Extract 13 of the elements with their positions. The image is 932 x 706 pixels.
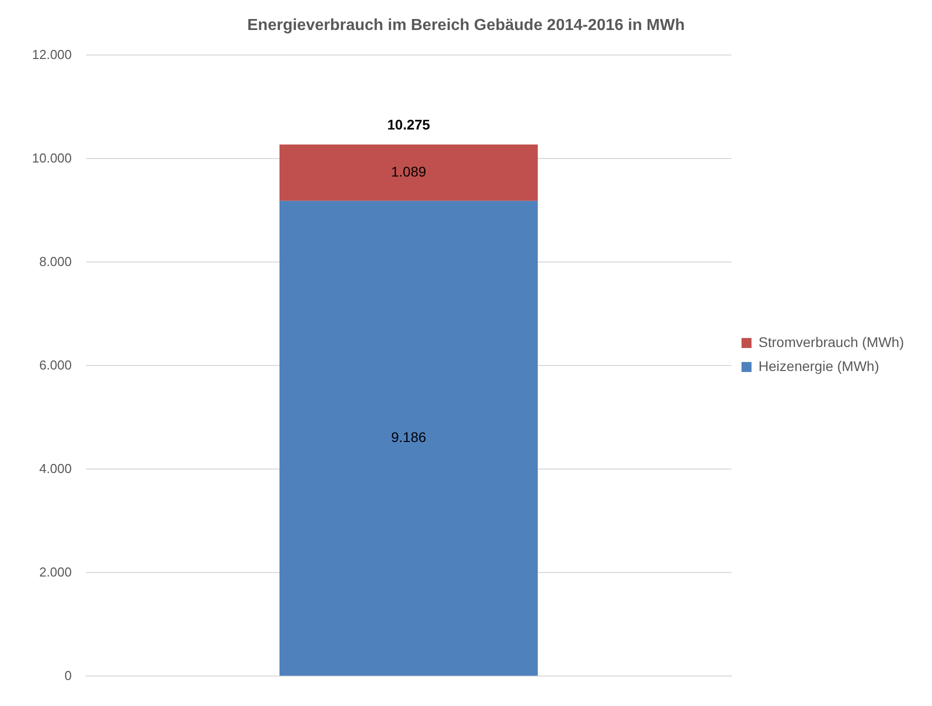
- y-tick-label: 4.000: [39, 460, 72, 476]
- y-tick-label: 0: [64, 668, 72, 683]
- legend-label: Stromverbrauch (MWh): [758, 334, 904, 350]
- chart-title: Energieverbrauch im Bereich Gebäude 2014-2016 in MWh: [247, 17, 685, 34]
- y-tick-label: 10.000: [32, 150, 72, 166]
- y-tick-label: 2.000: [39, 564, 72, 580]
- y-tick-label: 6.000: [39, 357, 72, 372]
- data-label: 1.089: [391, 164, 426, 180]
- y-tick-label: 8.000: [39, 254, 72, 269]
- total-label: 10.275: [387, 116, 430, 132]
- legend-label: Heizenergie (MWh): [758, 358, 880, 374]
- y-tick-label: 12.000: [32, 46, 72, 62]
- data-label: 9.186: [391, 429, 426, 446]
